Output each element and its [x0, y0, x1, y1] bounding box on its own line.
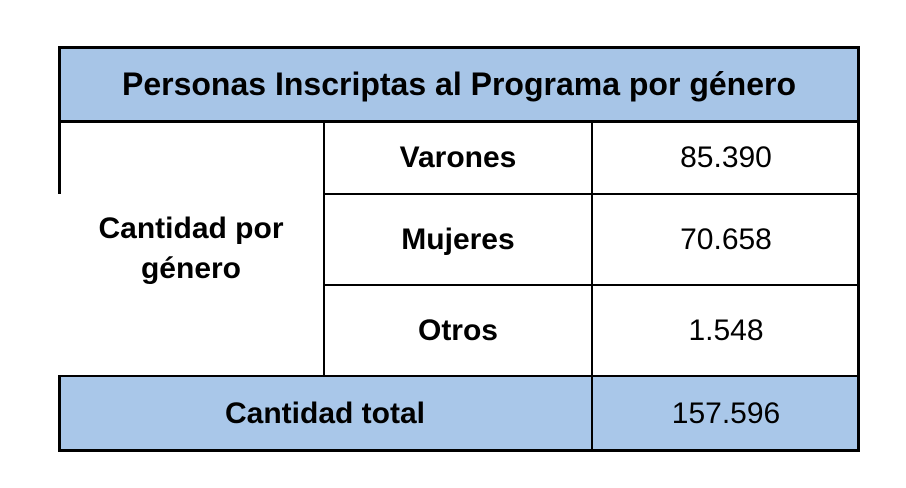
row-divider-2 — [324, 284, 860, 286]
header-divider — [58, 120, 860, 123]
row-divider-1 — [324, 193, 860, 195]
row-value-otros: 1.548 — [688, 313, 764, 347]
group-label-line2: género — [140, 252, 242, 285]
row-value-varones: 85.390 — [680, 141, 772, 174]
group-divider — [323, 122, 325, 376]
group-label-line1: Cantidad por — [98, 212, 284, 245]
total-value: 157.596 — [592, 376, 860, 452]
border-left-header — [58, 46, 61, 122]
border-right — [857, 46, 860, 452]
row-value-mujeres: 70.658 — [680, 222, 772, 256]
border-left-total — [58, 376, 61, 452]
row-label-mujeres: Mujeres — [401, 222, 515, 256]
group-label: Cantidad por género — [58, 122, 324, 376]
total-divider — [58, 375, 860, 377]
border-left-group — [58, 122, 61, 194]
total-label: Cantidad total — [58, 376, 592, 452]
value-divider — [591, 122, 593, 452]
row-label-otros: Otros — [417, 313, 498, 347]
gender-table: Personas Inscriptas al Programa por géne… — [58, 46, 860, 452]
table-title: Personas Inscriptas al Programa por géne… — [58, 46, 860, 122]
border-bottom — [58, 449, 860, 452]
border-top — [58, 46, 860, 49]
row-label-varones: Varones — [399, 141, 517, 174]
